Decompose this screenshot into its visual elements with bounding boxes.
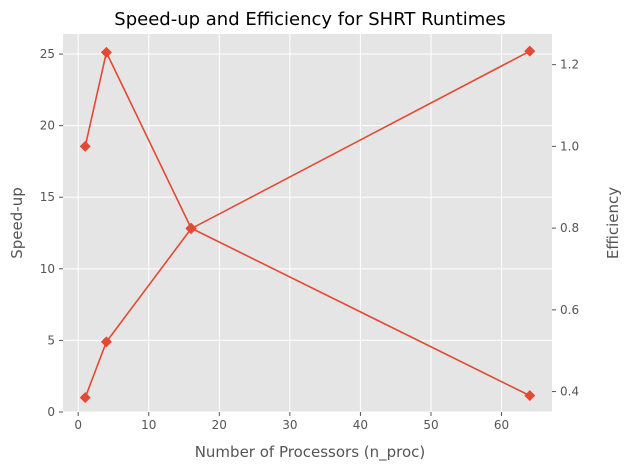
y2-axis-label: Efficiency [604,187,622,259]
gridlines [63,34,552,413]
efficiency-point [100,46,112,58]
y2-tick-label: 1.2 [560,58,579,72]
efficiency-point [185,222,197,234]
speedup-point [100,336,112,348]
chart-title: Speed-up and Efficiency for SHRT Runtime… [114,9,505,30]
y-tick-label: 10 [40,262,55,276]
efficiency-line [84,49,531,397]
y-tick-label: 15 [40,190,55,204]
efficiency-point [524,390,536,402]
y-tick-label: 25 [40,47,55,61]
x-tick-label: 40 [353,418,368,432]
speedup-line [84,50,531,398]
x-tick-label: 60 [494,418,509,432]
x-tick-label: 0 [74,418,82,432]
y-tick-label: 0 [47,405,55,419]
y2-tick-label: 0.4 [560,385,579,399]
speedup-point [524,45,536,57]
series-layer [79,45,536,404]
y2-tick-label: 0.6 [560,303,579,317]
efficiency-point [79,140,91,152]
y-tick-label: 5 [47,333,55,347]
x-tick-label: 50 [423,418,438,432]
x-tick-label: 20 [212,418,227,432]
speedup-point [79,392,91,404]
x-axis-label: Number of Processors (n_proc) [195,443,426,462]
x-tick-label: 30 [282,418,297,432]
y2-tick-label: 1.0 [560,139,579,153]
y2-tick-label: 0.8 [560,221,579,235]
x-tick-label: 10 [141,418,156,432]
tick-layer: 0 10 20 30 40 50 60 0 5 10 15 20 25 0.4 0.6 0.8 1.0 1.2 [40,47,579,432]
y-tick-label: 20 [40,119,55,133]
plot-background [63,34,552,412]
y-axis-label: Speed-up [8,187,26,258]
